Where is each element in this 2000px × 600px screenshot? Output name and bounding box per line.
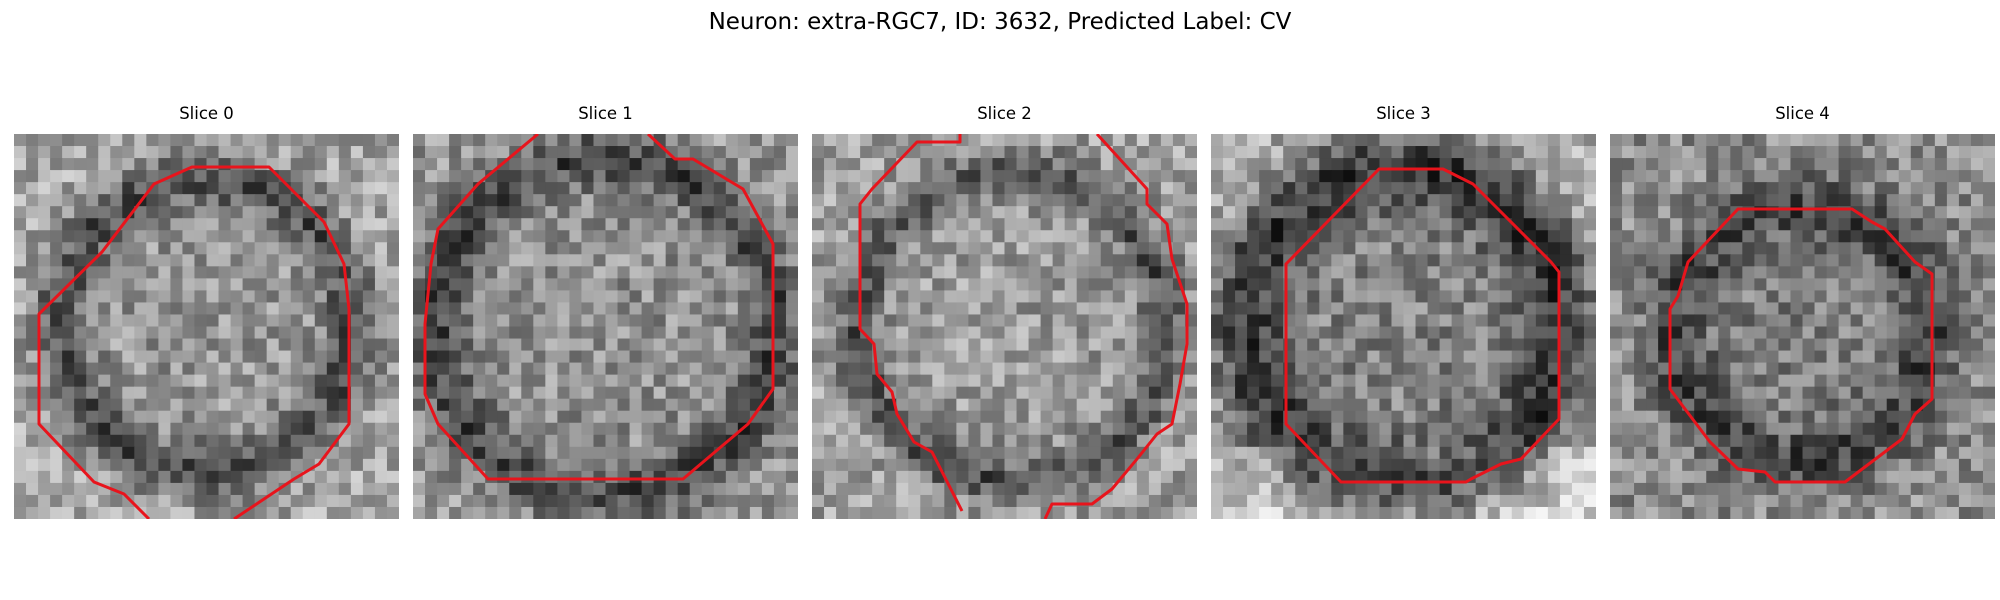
slice-title: Slice 2	[977, 104, 1032, 123]
figure-title: Neuron: extra-RGC7, ID: 3632, Predicted …	[708, 9, 1292, 35]
slice-image	[812, 134, 1197, 519]
cell-contour	[1043, 134, 1189, 519]
slice-title: Slice 0	[179, 104, 234, 123]
cell-contour	[37, 165, 351, 519]
cell-contour	[1668, 207, 1934, 484]
slice-title: Slice 1	[578, 104, 633, 123]
slice-image	[1211, 134, 1596, 519]
slice-title: Slice 3	[1376, 104, 1431, 123]
slice-title: Slice 4	[1775, 104, 1830, 123]
cell-contour	[858, 134, 964, 512]
slice-image	[14, 134, 399, 519]
slice-image	[1610, 134, 1995, 519]
cell-contour	[1284, 167, 1561, 484]
slice-image	[413, 134, 798, 519]
cell-contour	[423, 134, 775, 481]
